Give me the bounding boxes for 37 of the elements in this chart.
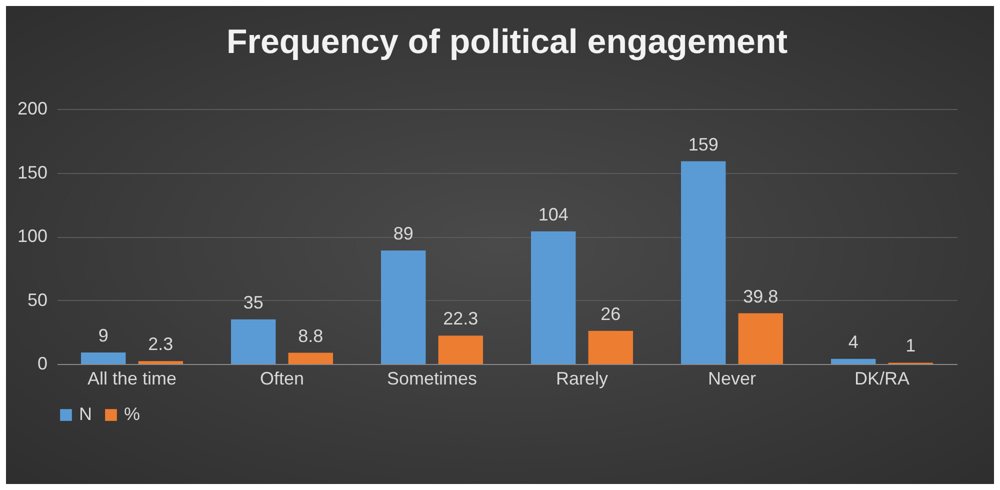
data-label: 22.3 [443,308,478,329]
bar [738,313,783,364]
x-tick-label: Never [708,368,756,388]
data-label: 2.3 [148,334,174,354]
data-label: 8.8 [298,326,324,346]
data-label: 89 [393,224,414,244]
bar [138,361,183,364]
data-label: 1 [906,336,916,356]
bar [681,161,726,364]
bar [381,250,426,364]
x-tick-label: DK/RA [854,368,910,388]
bar [81,352,126,364]
legend-label: % [124,404,140,424]
data-label: 26 [600,304,621,324]
data-label: 35 [243,292,264,312]
chart-title: Frequency of political engagement [226,23,788,61]
data-label: 104 [538,204,568,224]
data-label: 9 [98,326,108,346]
data-label: 159 [688,134,718,154]
bar [831,358,876,364]
bar [531,231,576,364]
x-tick-label: Often [260,368,304,388]
y-tick-label: 200 [17,98,48,118]
bar [438,336,483,364]
data-label: 4 [848,332,858,352]
x-tick-label: Sometimes [386,368,478,388]
bar [231,319,276,364]
y-tick-label: 150 [17,162,48,182]
legend-label: N [79,404,92,424]
x-tick-label: Rarely [556,368,608,388]
y-tick-label: 100 [17,226,48,246]
bar [588,330,633,364]
y-tick-label: 50 [27,290,48,310]
y-tick-label: 0 [37,354,48,374]
bar [288,352,333,364]
x-tick-label: All the time [87,368,177,388]
data-label: 39.8 [743,286,778,306]
